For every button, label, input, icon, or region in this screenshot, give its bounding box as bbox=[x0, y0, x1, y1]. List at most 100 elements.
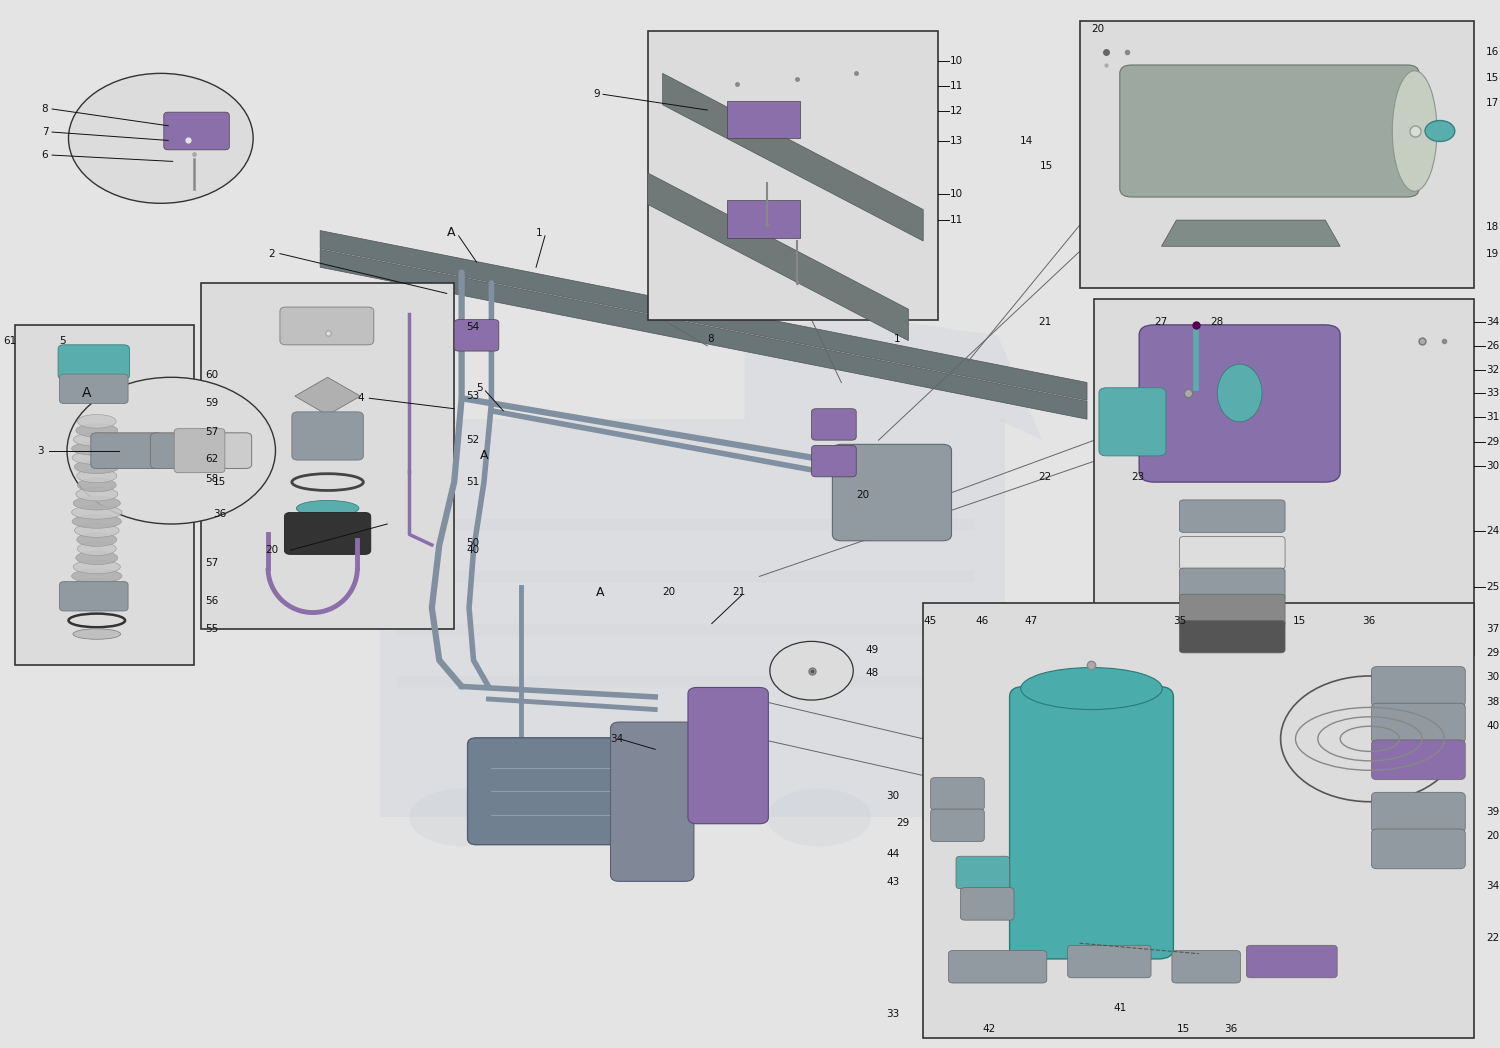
FancyBboxPatch shape bbox=[285, 512, 370, 554]
FancyBboxPatch shape bbox=[1172, 951, 1240, 983]
FancyBboxPatch shape bbox=[192, 433, 252, 468]
Text: 24: 24 bbox=[1486, 526, 1500, 537]
FancyBboxPatch shape bbox=[174, 429, 225, 473]
Text: 3: 3 bbox=[38, 445, 44, 456]
Text: 52: 52 bbox=[466, 435, 480, 445]
Text: 33: 33 bbox=[1486, 388, 1500, 398]
Text: 21: 21 bbox=[1038, 316, 1052, 327]
Ellipse shape bbox=[76, 487, 118, 501]
Text: 14: 14 bbox=[1020, 136, 1034, 147]
FancyBboxPatch shape bbox=[812, 445, 856, 477]
Ellipse shape bbox=[72, 515, 122, 528]
Text: 25: 25 bbox=[1486, 582, 1500, 592]
Text: 22: 22 bbox=[1038, 472, 1052, 482]
FancyBboxPatch shape bbox=[92, 433, 162, 468]
Text: 34: 34 bbox=[610, 734, 624, 744]
FancyBboxPatch shape bbox=[1179, 537, 1286, 569]
Polygon shape bbox=[320, 249, 1088, 419]
Text: 34: 34 bbox=[1486, 880, 1500, 891]
Polygon shape bbox=[744, 314, 1042, 440]
FancyBboxPatch shape bbox=[1179, 594, 1286, 627]
Text: 15: 15 bbox=[1040, 160, 1053, 171]
Text: 11: 11 bbox=[950, 81, 963, 91]
FancyBboxPatch shape bbox=[956, 856, 1010, 889]
Text: 6: 6 bbox=[42, 150, 48, 160]
Text: 5: 5 bbox=[477, 383, 483, 393]
Text: 22: 22 bbox=[1486, 933, 1500, 943]
Text: 9: 9 bbox=[594, 89, 600, 100]
Text: 56: 56 bbox=[206, 595, 219, 606]
Text: 19: 19 bbox=[1486, 248, 1500, 259]
Text: 15: 15 bbox=[1176, 1024, 1190, 1034]
Text: 20: 20 bbox=[266, 545, 278, 555]
FancyBboxPatch shape bbox=[1100, 388, 1166, 456]
Ellipse shape bbox=[76, 532, 117, 546]
FancyBboxPatch shape bbox=[454, 320, 500, 351]
FancyBboxPatch shape bbox=[1246, 945, 1336, 978]
Text: 51: 51 bbox=[466, 477, 480, 487]
Text: 12: 12 bbox=[950, 106, 963, 116]
Ellipse shape bbox=[74, 560, 120, 573]
Text: 31: 31 bbox=[1486, 412, 1500, 422]
Text: 43: 43 bbox=[886, 877, 898, 888]
Text: 2: 2 bbox=[268, 248, 274, 259]
Text: 27: 27 bbox=[1154, 316, 1167, 327]
Ellipse shape bbox=[76, 551, 118, 565]
FancyBboxPatch shape bbox=[948, 951, 1047, 983]
Text: 30: 30 bbox=[1486, 672, 1498, 682]
Polygon shape bbox=[320, 231, 1088, 400]
Ellipse shape bbox=[75, 460, 118, 474]
Text: 38: 38 bbox=[1486, 697, 1500, 707]
FancyBboxPatch shape bbox=[380, 419, 1005, 817]
FancyBboxPatch shape bbox=[60, 374, 128, 403]
FancyBboxPatch shape bbox=[150, 433, 204, 468]
Text: 50: 50 bbox=[466, 538, 478, 548]
Polygon shape bbox=[663, 73, 922, 241]
FancyBboxPatch shape bbox=[468, 738, 657, 845]
FancyBboxPatch shape bbox=[1068, 945, 1150, 978]
Ellipse shape bbox=[74, 629, 120, 639]
Text: A: A bbox=[480, 450, 488, 462]
Text: 36: 36 bbox=[213, 508, 226, 519]
Text: 7: 7 bbox=[42, 127, 48, 137]
Text: 28: 28 bbox=[1210, 316, 1224, 327]
Bar bbox=[15, 325, 194, 665]
Text: 20: 20 bbox=[663, 587, 676, 597]
Text: 49: 49 bbox=[865, 645, 879, 655]
FancyBboxPatch shape bbox=[726, 200, 800, 238]
Text: A: A bbox=[447, 226, 454, 239]
Text: 57: 57 bbox=[206, 558, 219, 568]
Text: 20: 20 bbox=[1486, 831, 1498, 842]
Bar bbox=[1095, 299, 1474, 655]
Text: A: A bbox=[596, 586, 604, 598]
FancyBboxPatch shape bbox=[1179, 500, 1286, 532]
Text: 55: 55 bbox=[206, 624, 219, 634]
Ellipse shape bbox=[74, 433, 120, 446]
Text: 36: 36 bbox=[1362, 616, 1376, 627]
FancyBboxPatch shape bbox=[280, 307, 374, 345]
Text: 53: 53 bbox=[466, 391, 480, 401]
Text: 37: 37 bbox=[1486, 624, 1500, 634]
Ellipse shape bbox=[78, 542, 116, 555]
Text: 13: 13 bbox=[950, 136, 963, 147]
FancyBboxPatch shape bbox=[833, 444, 951, 541]
FancyBboxPatch shape bbox=[812, 409, 856, 440]
Polygon shape bbox=[1161, 220, 1340, 246]
Ellipse shape bbox=[72, 569, 122, 583]
Text: 58: 58 bbox=[206, 474, 219, 484]
FancyBboxPatch shape bbox=[292, 412, 363, 460]
Text: 34: 34 bbox=[1486, 316, 1500, 327]
Ellipse shape bbox=[74, 497, 120, 510]
Ellipse shape bbox=[72, 442, 122, 456]
Text: 40: 40 bbox=[466, 545, 478, 555]
Text: 57: 57 bbox=[206, 427, 219, 437]
Ellipse shape bbox=[75, 587, 118, 602]
Text: 54: 54 bbox=[466, 322, 480, 332]
Text: 10: 10 bbox=[950, 189, 963, 199]
Bar bbox=[1080, 21, 1474, 288]
Text: 8: 8 bbox=[708, 333, 714, 344]
Text: 1: 1 bbox=[894, 333, 900, 344]
Text: 29: 29 bbox=[1486, 437, 1500, 447]
Text: 45: 45 bbox=[922, 616, 936, 627]
Text: 11: 11 bbox=[950, 215, 963, 225]
